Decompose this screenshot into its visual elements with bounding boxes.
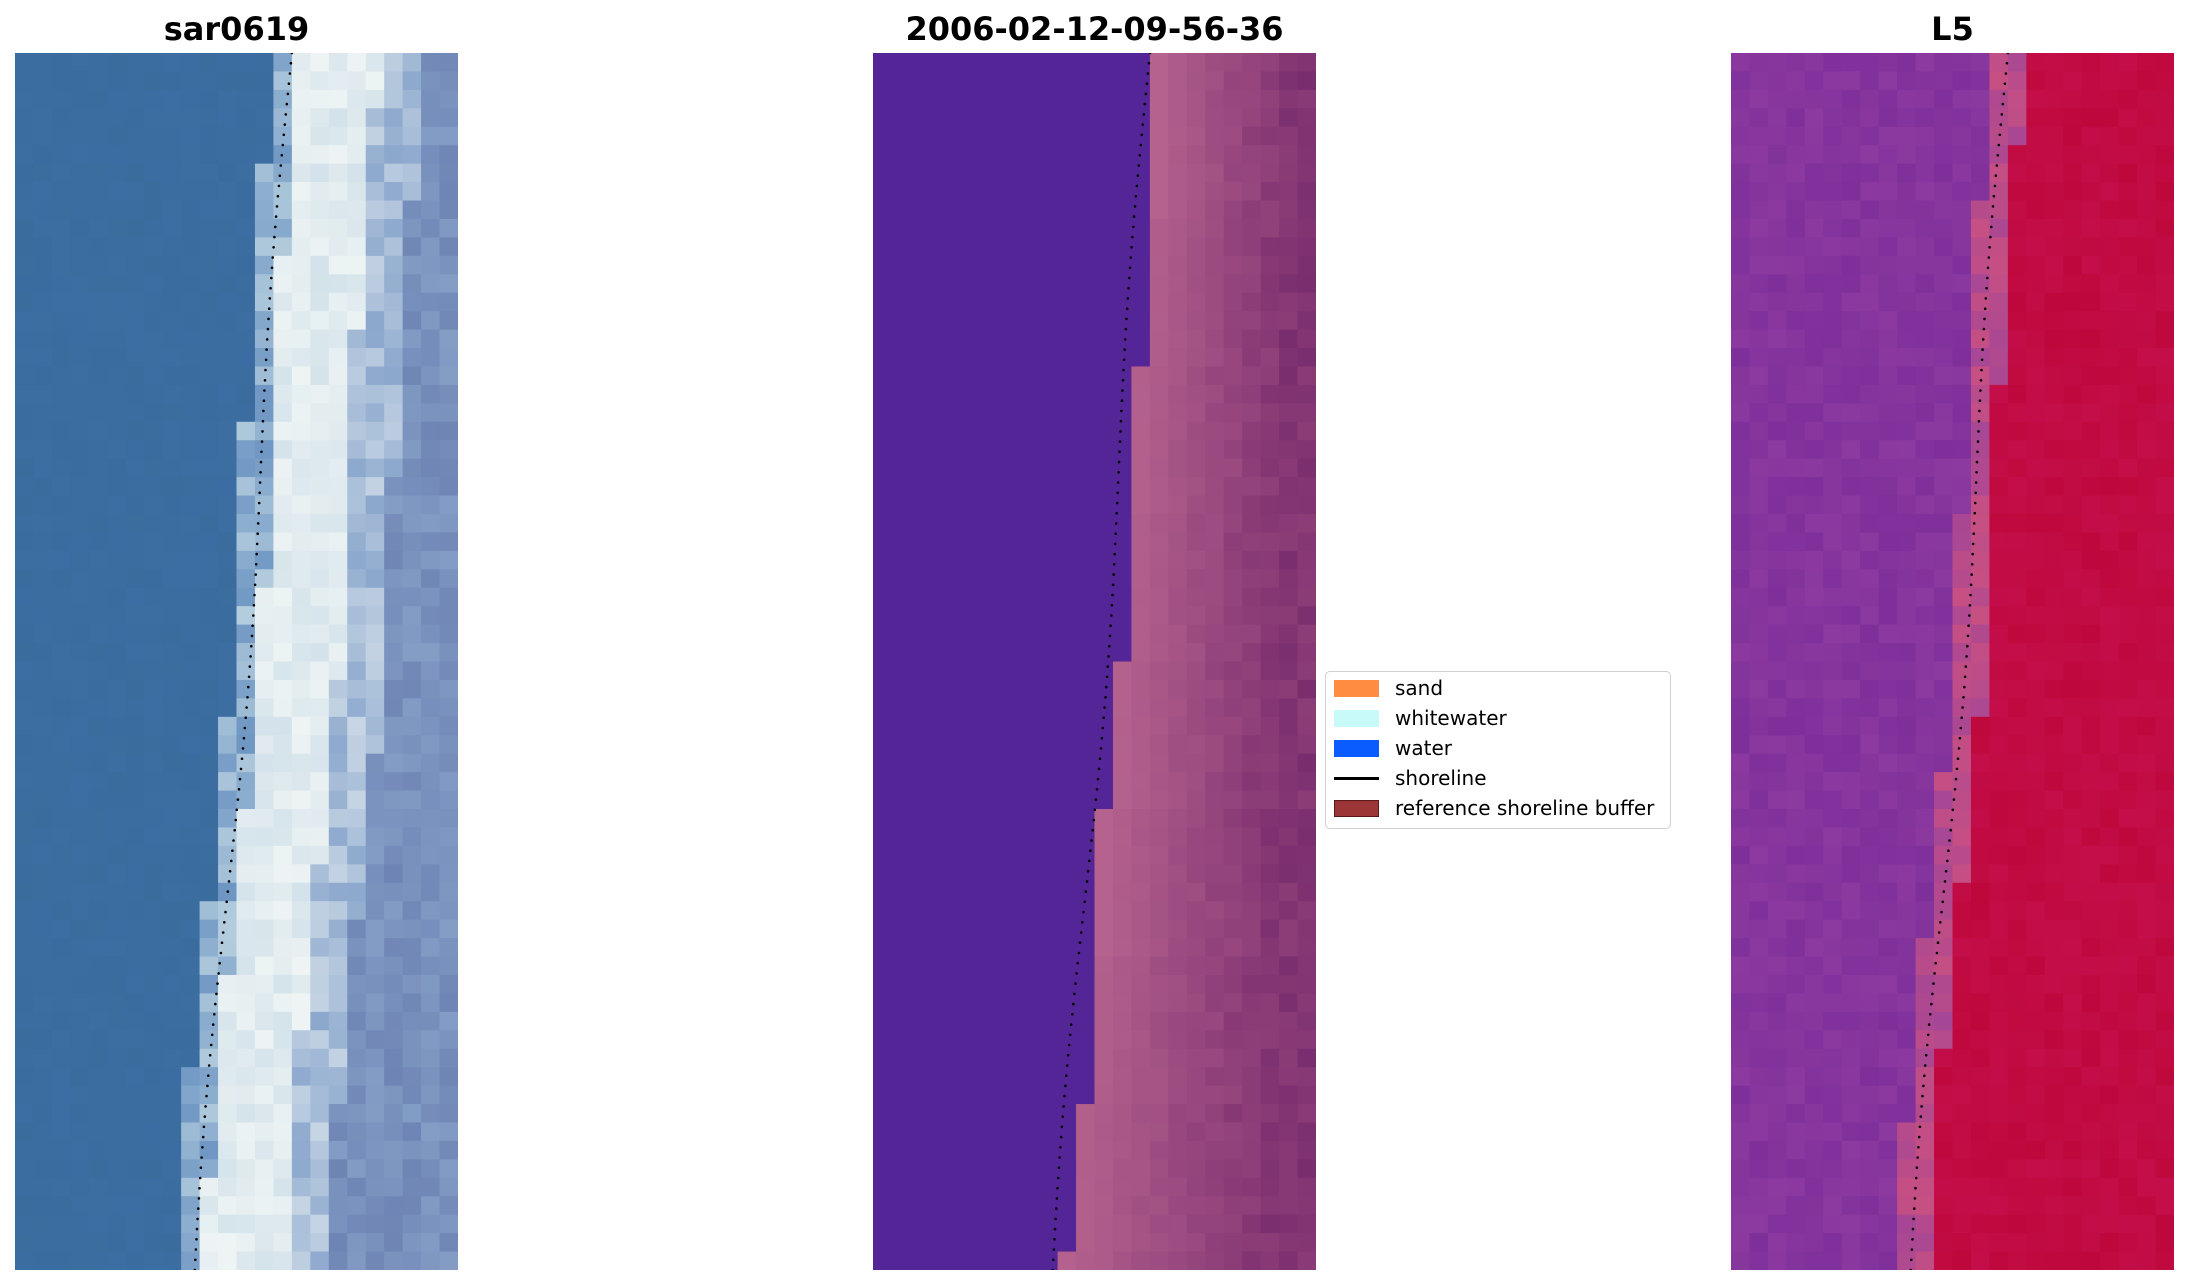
legend-label: whitewater [1395, 706, 1507, 730]
legend-item-water: water [1334, 735, 1452, 761]
shoreline-line-icon [1334, 776, 1379, 780]
water-index-image-canvas [1731, 53, 2174, 1270]
legend-item-whitewater: whitewater [1334, 705, 1507, 731]
legend-label: water [1395, 736, 1452, 760]
classification-image-canvas [1051, 53, 1316, 1270]
panel-title-classification: 2006-02-12-09-56-36 [905, 10, 1284, 48]
water-index-image-panel [1731, 53, 2174, 1270]
legend-item-sand: sand [1334, 675, 1443, 701]
shoreline-dots-rgb [193, 53, 294, 1270]
water-swatch [1334, 739, 1379, 757]
shoreline-dots-classification [1051, 53, 1152, 1270]
rgb-image-panel [15, 53, 458, 1270]
rgb-image-canvas [15, 53, 458, 1270]
classification-image-panel [873, 53, 1316, 1270]
panel-title-index: L5 [1931, 10, 1974, 48]
legend-item-reference-buffer: reference shoreline buffer [1334, 795, 1654, 821]
sand-swatch [1334, 679, 1379, 697]
whitewater-swatch [1334, 709, 1379, 727]
legend-label: reference shoreline buffer [1395, 796, 1655, 820]
panel-title-rgb: sar0619 [163, 10, 310, 48]
legend-label: sand [1395, 676, 1444, 700]
legend: sand whitewater water shoreline referenc… [1325, 671, 1671, 829]
legend-label: shoreline [1395, 766, 1487, 790]
reference-buffer-swatch [1334, 799, 1379, 817]
shoreline-dots-index [1909, 53, 2010, 1270]
legend-item-shoreline: shoreline [1334, 765, 1487, 791]
